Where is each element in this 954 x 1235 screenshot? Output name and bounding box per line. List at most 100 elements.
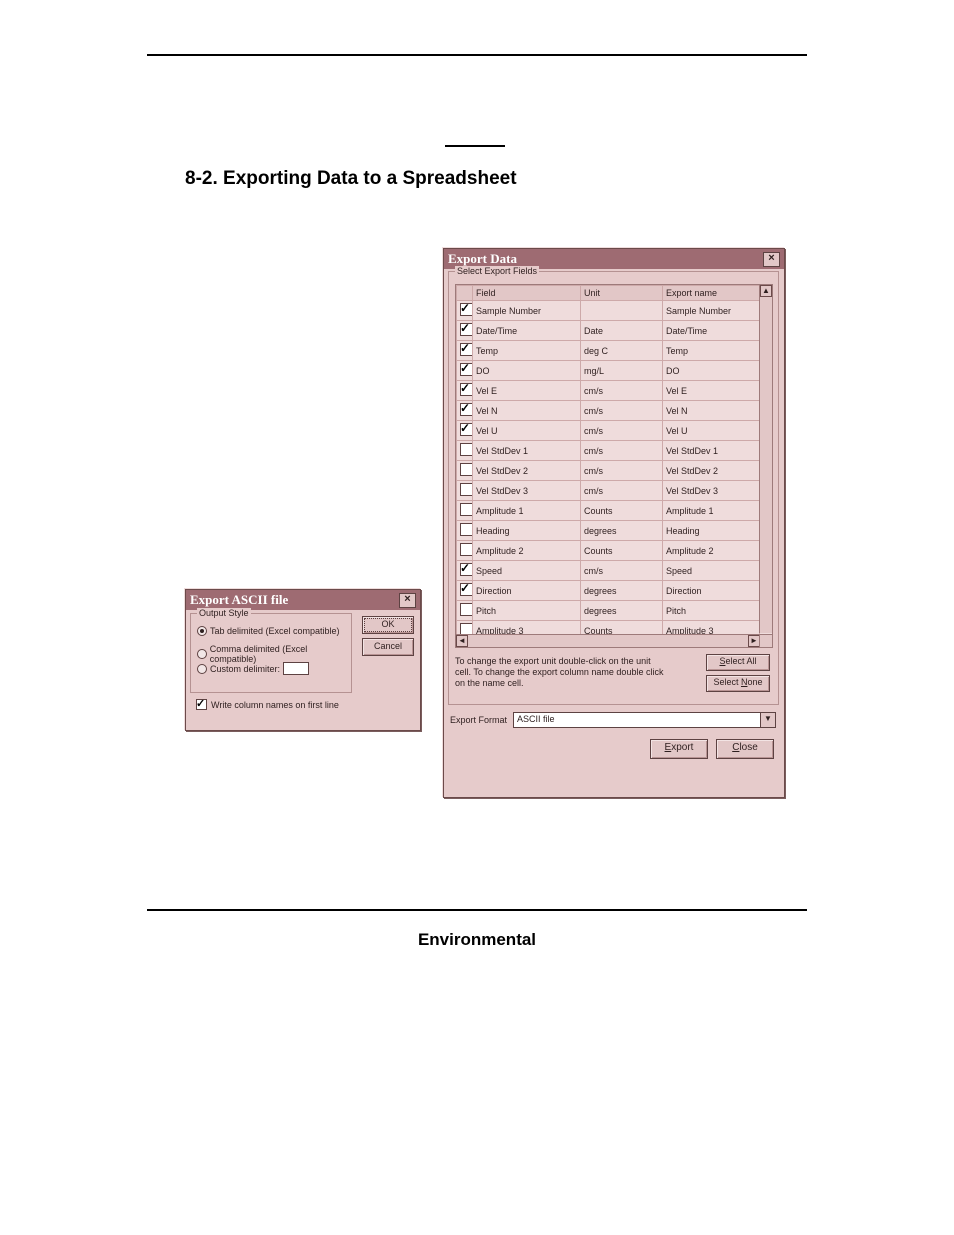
checkbox-icon[interactable] xyxy=(460,583,473,596)
row-field-cell[interactable]: Amplitude 2 xyxy=(473,541,581,561)
checkbox-icon[interactable] xyxy=(460,303,473,316)
row-unit-cell[interactable]: cm/s xyxy=(581,481,663,501)
checkbox-icon[interactable] xyxy=(460,563,473,576)
row-field-cell[interactable]: Vel U xyxy=(473,421,581,441)
checkbox-icon[interactable] xyxy=(460,603,473,616)
col-unit[interactable]: Unit xyxy=(581,286,663,301)
row-unit-cell[interactable] xyxy=(581,301,663,321)
close-button[interactable]: Close xyxy=(716,739,774,759)
row-export-cell[interactable]: Temp xyxy=(663,341,760,361)
chevron-down-icon[interactable]: ▼ xyxy=(760,713,775,727)
row-unit-cell[interactable]: mg/L xyxy=(581,361,663,381)
row-field-cell[interactable]: Sample Number xyxy=(473,301,581,321)
checkbox-first-line[interactable] xyxy=(196,699,207,710)
radio-tab-delimited[interactable]: Tab delimited (Excel compatible) xyxy=(197,626,340,636)
checkbox-icon[interactable] xyxy=(460,363,473,376)
row-field-cell[interactable]: Vel E xyxy=(473,381,581,401)
radio-comma-delimited[interactable]: Comma delimited (Excel compatible) xyxy=(197,644,351,664)
row-field-cell[interactable]: Amplitude 1 xyxy=(473,501,581,521)
export-button[interactable]: Export xyxy=(650,739,708,759)
row-checkbox-cell[interactable] xyxy=(457,601,473,621)
col-export[interactable]: Export name xyxy=(663,286,760,301)
row-field-cell[interactable]: Speed xyxy=(473,561,581,581)
col-field[interactable]: Field xyxy=(473,286,581,301)
row-field-cell[interactable]: Vel StdDev 2 xyxy=(473,461,581,481)
ok-button[interactable]: OK xyxy=(362,616,414,634)
row-unit-cell[interactable]: cm/s xyxy=(581,461,663,481)
row-checkbox-cell[interactable] xyxy=(457,581,473,601)
vertical-scrollbar[interactable]: ▲ xyxy=(759,285,772,633)
row-checkbox-cell[interactable] xyxy=(457,381,473,401)
select-none-button[interactable]: Select None xyxy=(706,675,770,692)
row-checkbox-cell[interactable] xyxy=(457,461,473,481)
row-unit-cell[interactable]: cm/s xyxy=(581,381,663,401)
checkbox-icon[interactable] xyxy=(460,383,473,396)
row-checkbox-cell[interactable] xyxy=(457,481,473,501)
scroll-left-icon[interactable]: ◄ xyxy=(456,635,468,647)
row-field-cell[interactable]: Pitch xyxy=(473,601,581,621)
row-export-cell[interactable]: DO xyxy=(663,361,760,381)
row-checkbox-cell[interactable] xyxy=(457,341,473,361)
row-export-cell[interactable]: Speed xyxy=(663,561,760,581)
row-export-cell[interactable]: Date/Time xyxy=(663,321,760,341)
row-export-cell[interactable]: Amplitude 2 xyxy=(663,541,760,561)
checkbox-icon[interactable] xyxy=(460,443,473,456)
row-checkbox-cell[interactable] xyxy=(457,501,473,521)
checkbox-icon[interactable] xyxy=(460,543,473,556)
cancel-button[interactable]: Cancel xyxy=(362,638,414,656)
checkbox-icon[interactable] xyxy=(460,523,473,536)
checkbox-icon[interactable] xyxy=(460,483,473,496)
row-checkbox-cell[interactable] xyxy=(457,401,473,421)
row-field-cell[interactable]: Vel N xyxy=(473,401,581,421)
row-export-cell[interactable]: Vel StdDev 2 xyxy=(663,461,760,481)
row-checkbox-cell[interactable] xyxy=(457,301,473,321)
row-export-cell[interactable]: Pitch xyxy=(663,601,760,621)
close-icon[interactable]: × xyxy=(763,252,780,267)
row-checkbox-cell[interactable] xyxy=(457,321,473,341)
row-export-cell[interactable]: Vel StdDev 3 xyxy=(663,481,760,501)
row-field-cell[interactable]: Direction xyxy=(473,581,581,601)
row-export-cell[interactable]: Direction xyxy=(663,581,760,601)
row-unit-cell[interactable]: cm/s xyxy=(581,401,663,421)
row-field-cell[interactable]: DO xyxy=(473,361,581,381)
row-unit-cell[interactable]: Counts xyxy=(581,501,663,521)
row-export-cell[interactable]: Vel N xyxy=(663,401,760,421)
row-unit-cell[interactable]: degrees xyxy=(581,601,663,621)
row-field-cell[interactable]: Vel StdDev 3 xyxy=(473,481,581,501)
row-checkbox-cell[interactable] xyxy=(457,361,473,381)
checkbox-icon[interactable] xyxy=(460,423,473,436)
custom-delimiter-input[interactable] xyxy=(283,662,309,675)
row-unit-cell[interactable]: Counts xyxy=(581,541,663,561)
export-format-select[interactable]: ASCII file ▼ xyxy=(513,712,776,728)
row-unit-cell[interactable]: degrees xyxy=(581,581,663,601)
checkbox-icon[interactable] xyxy=(460,463,473,476)
radio-custom-delimiter[interactable]: Custom delimiter: xyxy=(197,662,309,675)
row-export-cell[interactable]: Vel StdDev 1 xyxy=(663,441,760,461)
row-checkbox-cell[interactable] xyxy=(457,421,473,441)
row-field-cell[interactable]: Heading xyxy=(473,521,581,541)
select-all-button[interactable]: Select All xyxy=(706,654,770,671)
checkbox-icon[interactable] xyxy=(460,503,473,516)
row-field-cell[interactable]: Vel StdDev 1 xyxy=(473,441,581,461)
horizontal-scrollbar[interactable]: ◄ ► xyxy=(456,634,760,647)
checkbox-icon[interactable] xyxy=(460,323,473,336)
row-unit-cell[interactable]: cm/s xyxy=(581,421,663,441)
row-field-cell[interactable]: Date/Time xyxy=(473,321,581,341)
row-export-cell[interactable]: Amplitude 1 xyxy=(663,501,760,521)
row-export-cell[interactable]: Heading xyxy=(663,521,760,541)
close-icon[interactable]: × xyxy=(399,593,416,608)
row-export-cell[interactable]: Vel E xyxy=(663,381,760,401)
row-checkbox-cell[interactable] xyxy=(457,521,473,541)
row-export-cell[interactable]: Vel U xyxy=(663,421,760,441)
row-checkbox-cell[interactable] xyxy=(457,541,473,561)
row-checkbox-cell[interactable] xyxy=(457,561,473,581)
row-field-cell[interactable]: Temp xyxy=(473,341,581,361)
row-unit-cell[interactable]: degrees xyxy=(581,521,663,541)
row-export-cell[interactable]: Sample Number xyxy=(663,301,760,321)
row-unit-cell[interactable]: cm/s xyxy=(581,561,663,581)
checkbox-icon[interactable] xyxy=(460,403,473,416)
scroll-up-icon[interactable]: ▲ xyxy=(760,285,772,297)
row-unit-cell[interactable]: deg C xyxy=(581,341,663,361)
checkbox-icon[interactable] xyxy=(460,343,473,356)
row-unit-cell[interactable]: Date xyxy=(581,321,663,341)
